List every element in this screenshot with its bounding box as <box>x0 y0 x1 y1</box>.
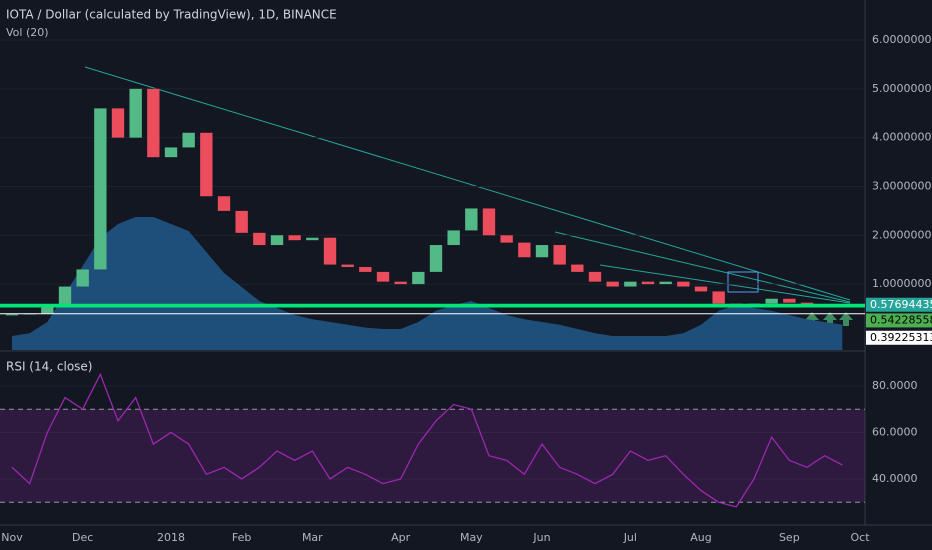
candle <box>588 271 602 282</box>
volume-label: Vol (20) <box>6 26 49 39</box>
candle <box>235 210 248 233</box>
volume-area <box>12 217 843 350</box>
x-tick-label: Jun <box>532 531 550 544</box>
candle <box>147 88 160 158</box>
chart-title: IOTA / Dollar (calculated by TradingView… <box>6 8 337 22</box>
candle <box>641 281 655 285</box>
x-tick-label: Aug <box>690 531 711 544</box>
price-marker-box <box>866 330 932 345</box>
candle <box>659 281 672 285</box>
candle <box>447 230 460 246</box>
candle <box>571 264 584 272</box>
y-tick-label: 60.0000 <box>872 425 918 438</box>
candle <box>41 306 54 314</box>
candle <box>376 271 390 282</box>
y-tick-label: 3.00000000 <box>872 179 932 192</box>
candle <box>518 242 531 258</box>
rsi-band <box>0 409 865 503</box>
x-tick-label: Feb <box>232 531 251 544</box>
candle <box>200 132 213 197</box>
candle <box>164 147 178 158</box>
candle <box>341 264 354 268</box>
x-tick-label: May <box>460 531 483 544</box>
candle <box>5 314 19 316</box>
x-tick-label: Nov <box>1 531 23 544</box>
candle <box>500 235 513 243</box>
flag-icon <box>727 271 759 293</box>
candle <box>323 237 337 265</box>
price-marker-box <box>866 313 932 328</box>
trend-line <box>554 231 851 303</box>
candle <box>535 245 549 258</box>
candle <box>624 281 637 287</box>
candle <box>429 245 443 272</box>
candle <box>765 298 778 304</box>
y-tick-label: 80.0000 <box>872 379 918 392</box>
candle <box>394 281 407 285</box>
candle <box>677 281 690 287</box>
x-tick-label: 2018 <box>157 531 185 544</box>
candle <box>129 88 142 138</box>
candle <box>694 286 708 292</box>
candle <box>217 196 231 211</box>
x-tick-label: Sep <box>779 531 800 544</box>
y-tick-label: 40.0000 <box>872 472 918 485</box>
y-tick-label: 1.00000000 <box>872 277 932 290</box>
candle <box>465 208 478 231</box>
rsi-line <box>11 372 843 508</box>
candle <box>306 237 319 241</box>
price-marker-box <box>866 297 932 312</box>
candle <box>253 232 266 246</box>
x-tick-label: Jul <box>623 531 637 544</box>
y-tick-label: 5.00000000 <box>872 82 932 95</box>
candle <box>482 208 496 236</box>
candle <box>783 298 796 303</box>
candle <box>76 269 89 287</box>
trend-line <box>84 66 851 301</box>
price-marker-label: 0.57694435 <box>870 298 932 311</box>
x-tick-label: Dec <box>72 531 93 544</box>
candle <box>606 281 619 287</box>
y-tick-label: 6.00000000 <box>872 33 932 46</box>
price-marker-label: 0.39225313 <box>870 331 932 344</box>
x-tick-label: Apr <box>391 531 411 544</box>
candle <box>412 271 425 285</box>
y-tick-label: 4.00000000 <box>872 131 932 144</box>
y-tick-label: 2.00000000 <box>872 228 932 241</box>
candle <box>94 108 107 270</box>
price-marker-label: 0.54228558 <box>870 313 932 326</box>
candle <box>182 132 195 148</box>
rsi-title: RSI (14, close) <box>6 360 92 374</box>
candle <box>58 286 72 307</box>
candle <box>111 108 125 138</box>
candle <box>553 245 566 265</box>
candle <box>712 291 725 304</box>
candle <box>270 235 284 246</box>
x-tick-label: Mar <box>302 531 323 544</box>
candle <box>288 235 301 241</box>
candle <box>359 267 372 272</box>
x-tick-label: Oct <box>850 531 870 544</box>
